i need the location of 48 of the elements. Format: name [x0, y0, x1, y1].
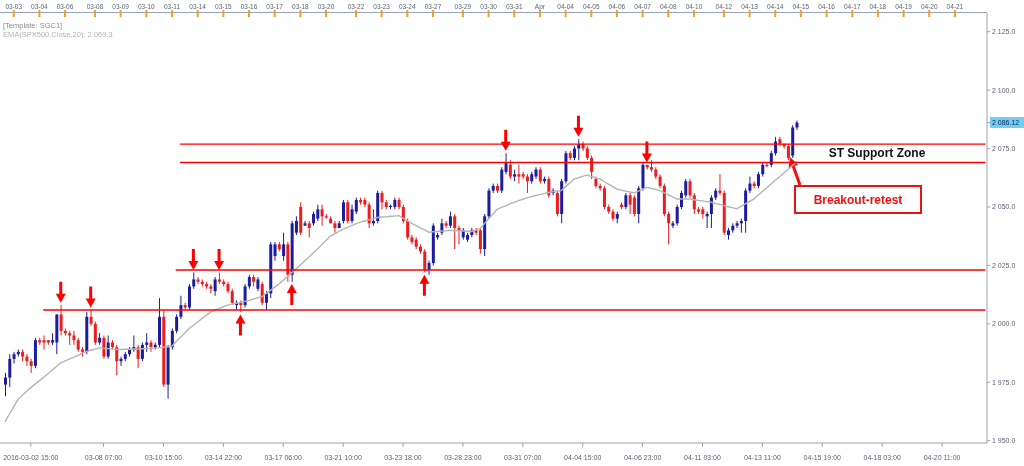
candlestick: [175, 313, 179, 334]
candlestick: [709, 194, 713, 229]
candlestick: [688, 178, 692, 199]
candlestick: [106, 335, 110, 360]
candlestick: [701, 206, 705, 220]
candlestick: [273, 241, 277, 262]
candlestick: [346, 199, 350, 224]
candlestick: [675, 204, 679, 227]
candlestick: [641, 162, 645, 192]
candlestick: [42, 335, 46, 351]
candlestick: [555, 190, 559, 217]
candlestick: [517, 164, 521, 185]
candlestick: [187, 283, 191, 311]
candlestick: [632, 194, 636, 217]
candlestick: [89, 309, 93, 327]
candlestick: [140, 342, 144, 362]
candlestick: [213, 276, 217, 297]
candlestick: [264, 290, 268, 311]
candlestick: [59, 304, 63, 336]
candlestick: [333, 220, 337, 234]
annotation: Breakout-retest: [813, 192, 903, 207]
candlestick: [667, 211, 671, 245]
candlestick: [380, 190, 384, 210]
candlestick: [282, 232, 286, 262]
candlestick: [93, 320, 97, 346]
candlestick: [196, 276, 200, 285]
candlestick: [320, 204, 324, 227]
candlestick: [504, 152, 508, 175]
candlestick: [341, 199, 345, 224]
candlestick: [209, 283, 213, 294]
candlestick: [478, 227, 482, 255]
candlestick: [748, 176, 752, 194]
candlestick: [602, 185, 606, 210]
candlestick: [4, 372, 7, 397]
candlestick: [500, 166, 504, 194]
candlestick: [350, 204, 354, 224]
candlestick: [628, 192, 632, 215]
candlestick: [508, 159, 512, 180]
candlestick: [735, 220, 739, 229]
candlestick: [406, 218, 410, 241]
candlestick: [12, 351, 16, 365]
candlestick: [590, 155, 594, 180]
annotation: ST Support Zone: [828, 146, 926, 160]
candlestick: [453, 213, 457, 250]
candlestick: [423, 248, 427, 273]
candlestick: [671, 220, 675, 229]
candlestick: [115, 344, 119, 376]
candlestick: [8, 353, 12, 388]
